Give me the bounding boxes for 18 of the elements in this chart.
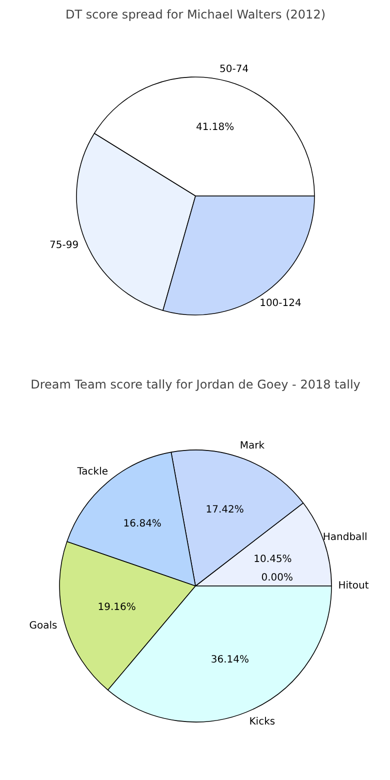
- data-label: 19.16%: [98, 602, 136, 614]
- slice-label: 50-74: [220, 64, 249, 76]
- chart-title: DT score spread for Michael Walters (2012): [65, 8, 326, 22]
- slice-label: 75-99: [50, 240, 79, 252]
- slice-label: Kicks: [249, 716, 276, 728]
- data-label: 36.14%: [210, 654, 250, 666]
- chart-title: Dream Team score tally for Jordan de Goey - 2018 tally: [30, 378, 360, 392]
- data-label: 16.84%: [123, 518, 162, 530]
- slice-label: Goals: [29, 620, 58, 632]
- slice-label: Tackle: [76, 466, 108, 478]
- text: 0.00%: [261, 572, 293, 584]
- data-label: 10.45%: [254, 554, 292, 566]
- data-label: 41.18%: [196, 122, 234, 133]
- slice-label: 100-124: [260, 298, 302, 310]
- slice-label: Mark: [240, 440, 265, 452]
- data-label: 17.42%: [206, 504, 244, 516]
- category-label: Hitout: [338, 580, 369, 592]
- slice-label: Handball: [322, 532, 368, 544]
